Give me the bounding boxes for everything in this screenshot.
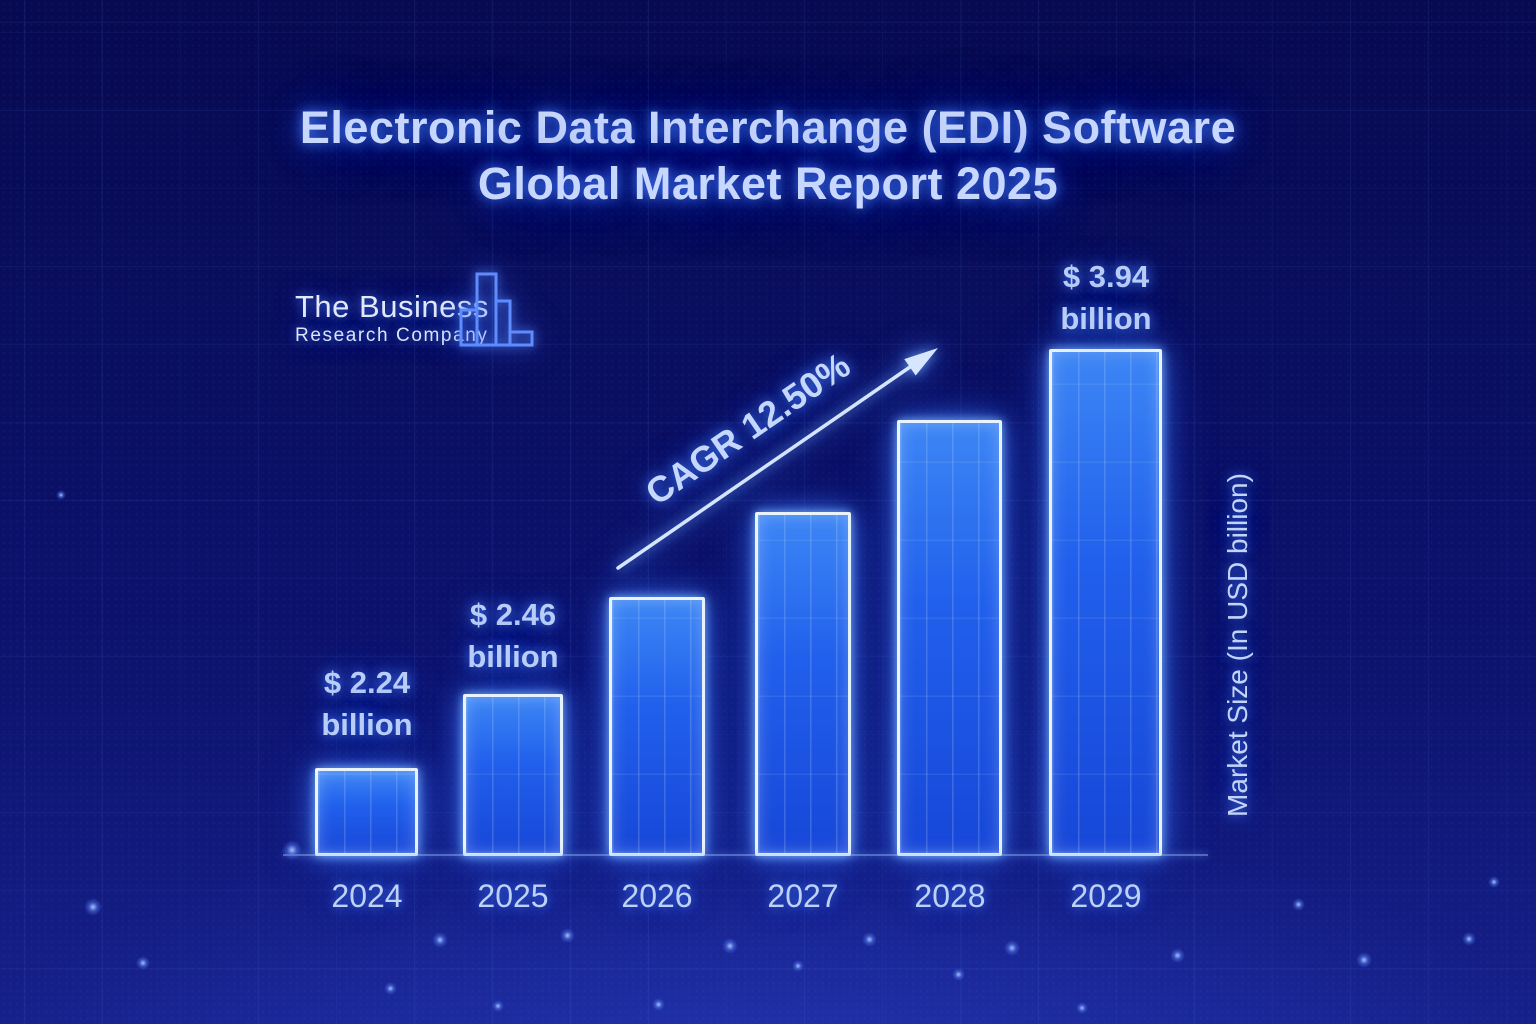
value-label-2024: $ 2.24 billion [257, 662, 477, 746]
bar-2028 [897, 420, 1002, 856]
bar-2029 [1049, 349, 1162, 856]
sparkle-dot [384, 982, 397, 995]
sparkle-dot [492, 1000, 504, 1012]
x-tick-2027: 2027 [767, 878, 839, 914]
sparkle-dot [560, 928, 575, 943]
sparkle-dot [84, 898, 102, 916]
value-label-2025: $ 2.46 billion [403, 594, 623, 678]
sparkle-dot [432, 932, 448, 948]
x-tick-2028: 2028 [914, 878, 986, 914]
logo-name: The Business [295, 289, 489, 324]
value-label-2029: $ 3.94 billion [996, 256, 1216, 340]
sparkle-dot [1356, 952, 1372, 968]
title-line-2: Global Market Report 2025 [477, 158, 1059, 209]
sparkle-dot [1462, 932, 1476, 946]
value-2025-unit: billion [467, 639, 559, 674]
value-2024-unit: billion [321, 707, 413, 742]
sparkle-dot [652, 998, 665, 1011]
cagr-annotation: CAGR 12.50% [637, 344, 858, 513]
bar-2025 [463, 694, 563, 856]
x-tick-2024: 2024 [331, 878, 403, 914]
x-tick-2026: 2026 [621, 878, 693, 914]
bar-2026 [609, 597, 705, 856]
sparkle-dot [282, 840, 302, 860]
value-2029-amount: $ 3.94 [1062, 259, 1150, 294]
sparkle-dot [1292, 898, 1305, 911]
value-2025-amount: $ 2.46 [469, 597, 557, 632]
company-logo: The Business Research Company [295, 290, 489, 348]
sparkle-dot [1170, 948, 1185, 963]
sparkle-dot [1488, 876, 1500, 888]
sparkle-dot [136, 956, 150, 970]
sparkle-dot [722, 938, 738, 954]
y-axis-label: Market Size (In USD billion) [1222, 473, 1253, 817]
x-tick-2025: 2025 [477, 878, 549, 914]
value-2024-amount: $ 2.24 [323, 665, 411, 700]
sparkle-dot [1004, 940, 1020, 956]
bar-chart-icon [459, 272, 534, 347]
logo-subname: Research Company [295, 325, 489, 346]
sparkle-dot [1076, 1002, 1088, 1014]
sparkle-dot [862, 932, 877, 947]
bar-2027 [755, 512, 851, 856]
sparkle-dot [56, 490, 66, 500]
sparkle-dot [792, 960, 804, 972]
sparkle-dot [952, 968, 965, 981]
x-axis-baseline [283, 854, 1208, 856]
x-tick-2029: 2029 [1070, 878, 1142, 914]
value-2029-unit: billion [1060, 301, 1152, 336]
title-line-1: Electronic Data Interchange (EDI) Softwa… [299, 102, 1237, 153]
page-title: Electronic Data Interchange (EDI) Softwa… [0, 100, 1536, 212]
bar-2024 [315, 768, 418, 856]
